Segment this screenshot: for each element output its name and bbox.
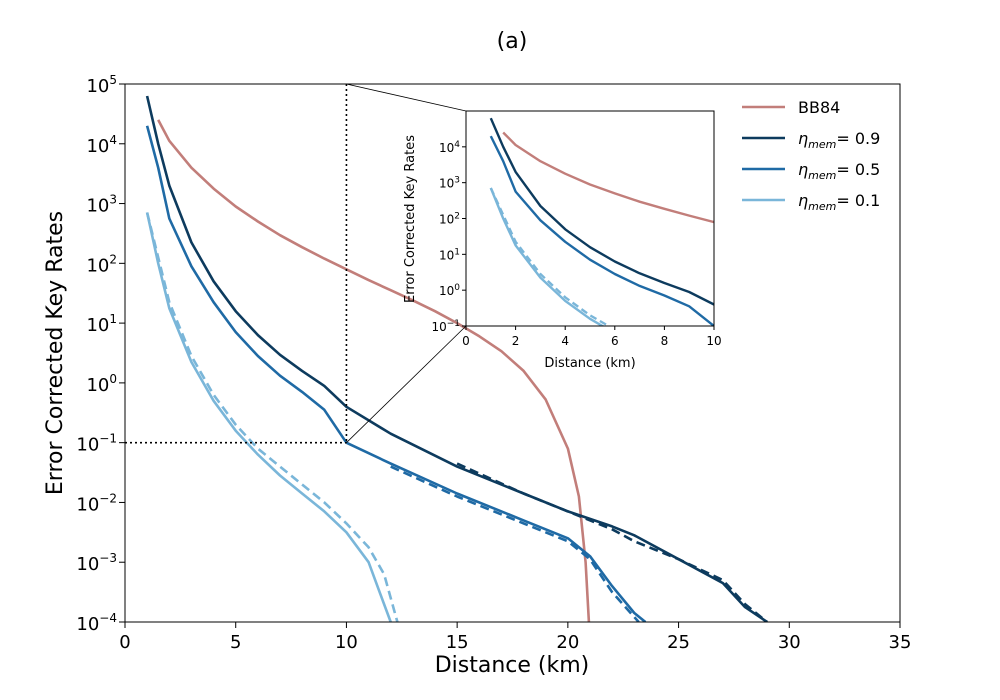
x-tick-label: 5 xyxy=(230,632,241,653)
inset-plot: 0 2 4 6 8 10 10−1 100 101 102 103 104 xyxy=(346,83,722,443)
series-line-eta09d xyxy=(456,462,768,622)
inset-series-line-eta09 xyxy=(489,117,714,306)
legend-label-eta09: ηmem= 0.9 xyxy=(798,129,880,151)
series-line-eta05 xyxy=(145,125,647,622)
x-tick-label: 35 xyxy=(889,632,912,653)
x-tick-label: 30 xyxy=(778,632,801,653)
inset-connector-bottom xyxy=(346,325,467,443)
series-line-eta01 xyxy=(145,212,392,622)
series-line-bb84 xyxy=(157,119,591,622)
inset-series-line-bb84 xyxy=(502,131,714,224)
y-axis-label: Error Corrected Key Rates xyxy=(43,211,68,495)
inset-y-tick-label: 102 xyxy=(439,212,460,227)
inset-y-tick-label: 104 xyxy=(439,140,460,155)
main-plot: 0 5 10 15 20 25 30 3510−410−310−210−11001011021… xyxy=(76,73,911,653)
x-tick-label: 15 xyxy=(446,632,469,653)
inset-series-group xyxy=(489,117,714,326)
x-axis-label: Distance (km) xyxy=(435,653,590,678)
inset-x-tick-label: 2 xyxy=(512,334,520,348)
y-tick-label: 10−4 xyxy=(76,611,117,635)
inset-series-line-eta01 xyxy=(489,187,605,326)
y-tick-label: 102 xyxy=(86,252,117,276)
y-tick-label: 10−1 xyxy=(76,432,117,456)
inset-x-axis-label: Distance (km) xyxy=(544,356,635,371)
chart-title: (a) xyxy=(497,29,528,54)
inset-y-tick-label: 10−1 xyxy=(431,319,460,334)
legend-label-eta05: ηmem= 0.5 xyxy=(798,160,880,182)
inset-series-line-eta01d xyxy=(489,187,611,326)
inset-y-tick-label: 101 xyxy=(439,247,460,262)
inset-connector-top xyxy=(346,83,467,112)
y-tick-label: 10−2 xyxy=(76,491,117,515)
x-tick-label: 10 xyxy=(335,632,358,653)
y-tick-label: 103 xyxy=(86,193,117,217)
inset-y-tick-label: 103 xyxy=(439,176,460,191)
inset-x-tick-label: 6 xyxy=(611,334,619,348)
x-tick-label: 0 xyxy=(119,632,130,653)
legend-label-bb84: BB84 xyxy=(798,98,840,117)
y-tick-label: 104 xyxy=(86,133,117,157)
y-tick-label: 100 xyxy=(86,372,117,396)
series-line-eta01d xyxy=(145,212,399,622)
inset-x-tick-label: 0 xyxy=(462,334,470,348)
inset-x-tick-label: 8 xyxy=(661,334,669,348)
y-tick-label: 101 xyxy=(86,312,117,336)
inset-y-axis-label: Error Corrected Key Rates xyxy=(403,135,418,303)
main-plot-frame xyxy=(124,83,901,623)
inset-background xyxy=(466,111,714,326)
x-tick-label: 20 xyxy=(556,632,579,653)
main-series-group xyxy=(145,95,768,622)
y-tick-label: 10−3 xyxy=(76,551,117,575)
series-line-eta09 xyxy=(145,95,768,622)
series-line-eta05d xyxy=(390,465,640,622)
legend-label-eta01: ηmem= 0.1 xyxy=(798,191,880,213)
x-tick-label: 25 xyxy=(667,632,690,653)
inset-x-tick-label: 10 xyxy=(706,334,721,348)
legend: BB84 ηmem= 0.9 ηmem= 0.5 ηmem= 0.1 xyxy=(742,98,880,213)
y-tick-label: 105 xyxy=(86,73,117,97)
inset-series-line-eta05 xyxy=(489,135,714,326)
inset-x-tick-label: 4 xyxy=(561,334,569,348)
inset-y-tick-label: 100 xyxy=(439,283,460,298)
